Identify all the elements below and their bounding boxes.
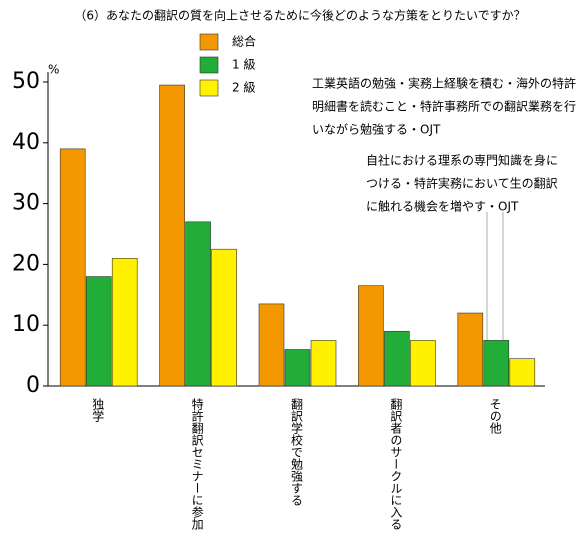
legend-label: 総合: [232, 34, 256, 49]
x-tick-label: 翻訳者のサークルに入る: [389, 398, 403, 530]
y-tick-label: 40: [12, 130, 40, 155]
y-tick-label: 0: [26, 373, 40, 398]
bar: [384, 330, 410, 387]
annotation: つける・特許実務において生の翻訳: [366, 176, 558, 191]
bar: [111, 258, 138, 387]
annotation: 明細書を読むこと・特許事務所での翻訳業務を行: [312, 99, 576, 114]
bar: [185, 221, 211, 387]
y-tick-label: 50: [12, 69, 40, 94]
legend-label: 2 級: [232, 81, 255, 95]
annotation: いながら勉強する・OJT: [312, 122, 441, 137]
bar: [258, 303, 285, 387]
x-tick-label: その他: [488, 398, 502, 434]
bar: [159, 84, 185, 387]
annotation: 自社における理系の専門知識を身に: [366, 153, 558, 168]
x-tick-label: 独学: [91, 398, 105, 422]
bar: [284, 349, 311, 387]
legend-swatch: [199, 79, 219, 97]
y-unit: %: [48, 63, 59, 77]
bar: [211, 248, 237, 387]
y-tick-label: 20: [12, 251, 40, 276]
legend-swatch: [199, 56, 219, 74]
legend-swatch: [199, 33, 219, 51]
y-tick-label: 10: [12, 312, 40, 337]
chart-title: （6）あなたの翻訳の質を向上させるために今後どのような方策をとりたいですか？: [74, 8, 525, 23]
bar: [509, 358, 536, 387]
bar: [457, 312, 484, 387]
bar: [59, 148, 86, 387]
y-tick-label: 30: [12, 191, 40, 216]
bar: [410, 340, 436, 387]
legend-label: 1 級: [232, 58, 255, 72]
annotation: に触れる機会を増やす・OJT: [366, 199, 519, 214]
bar: [310, 340, 337, 387]
bar: [85, 276, 112, 387]
x-tick-label: 翻訳学校で勉強する: [290, 398, 304, 506]
bar: [358, 285, 384, 387]
annotation: 工業英語の勉強・実務上経験を積む・海外の特許: [312, 76, 576, 91]
bar: [483, 340, 510, 387]
x-tick-label: 特許翻訳セミナーに参加: [190, 397, 204, 531]
